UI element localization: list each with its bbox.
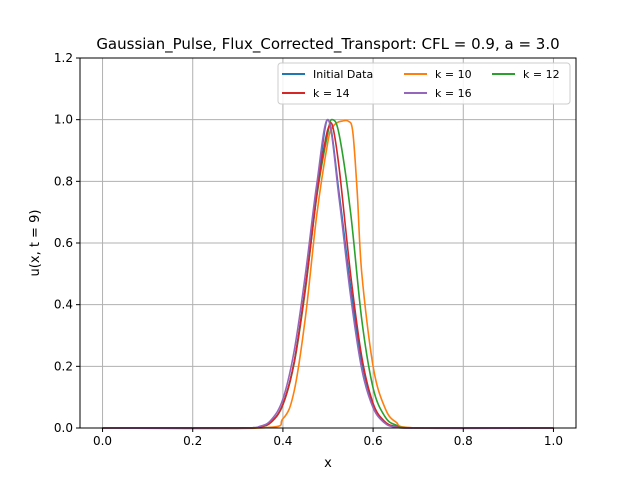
axis-ticks: 0.0 0.2 0.4 0.6 0.8 1.0 0.0 0.2 0.4 0.6 0.8 1.0 1.2	[54, 51, 563, 448]
legend-label: k = 12	[523, 68, 560, 81]
y-tick-label: 0.4	[54, 298, 73, 312]
series-layer	[101, 118, 555, 430]
y-tick-label: 1.2	[54, 51, 73, 65]
chart-title: Gaussian_Pulse, Flux_Corrected_Transport…	[96, 35, 559, 54]
x-tick-label: 0.8	[454, 434, 473, 448]
y-tick-label: 0.8	[54, 174, 73, 188]
legend-label: Initial Data	[313, 68, 373, 81]
legend: Initial Data k = 10 k = 12 k = 14 k = 16	[277, 62, 571, 105]
legend-label: k = 14	[313, 87, 350, 100]
y-tick-label: 0.2	[54, 359, 73, 373]
x-tick-label: 0.6	[364, 434, 383, 448]
x-tick-label: 0.4	[273, 434, 292, 448]
y-tick-label: 1.0	[54, 113, 73, 127]
legend-label: k = 10	[435, 68, 472, 81]
y-tick-label: 0.6	[54, 236, 73, 250]
legend-label: k = 16	[435, 87, 472, 100]
y-tick-label: 0.0	[54, 421, 73, 435]
y-axis-label: u(x, t = 9)	[28, 210, 43, 277]
x-axis-label: x	[324, 456, 332, 471]
x-tick-label: 0.0	[93, 434, 112, 448]
x-tick-label: 1.0	[544, 434, 563, 448]
series-line-4	[101, 118, 555, 429]
series-line-3	[101, 121, 555, 429]
x-tick-label: 0.2	[183, 434, 202, 448]
grid	[80, 57, 576, 429]
series-line-1	[101, 119, 555, 430]
